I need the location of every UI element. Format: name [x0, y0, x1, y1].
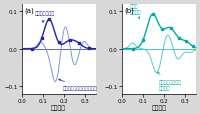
X-axis label: 電子濃度: 電子濃度: [151, 104, 166, 110]
Text: 電子密度の萆らぎの大きさ: 電子密度の萆らぎの大きさ: [59, 79, 97, 91]
Text: (b): (b): [124, 7, 134, 14]
Text: 電子密度の萆らぎ
の大きさ: 電子密度の萆らぎ の大きさ: [157, 72, 182, 90]
X-axis label: 電子濃度: 電子濃度: [51, 104, 66, 110]
Text: 超伝導
の大きさ: 超伝導 の大きさ: [129, 4, 141, 19]
Text: (a): (a): [24, 7, 34, 14]
Text: 超伝導の大きさ: 超伝導の大きさ: [34, 11, 54, 23]
